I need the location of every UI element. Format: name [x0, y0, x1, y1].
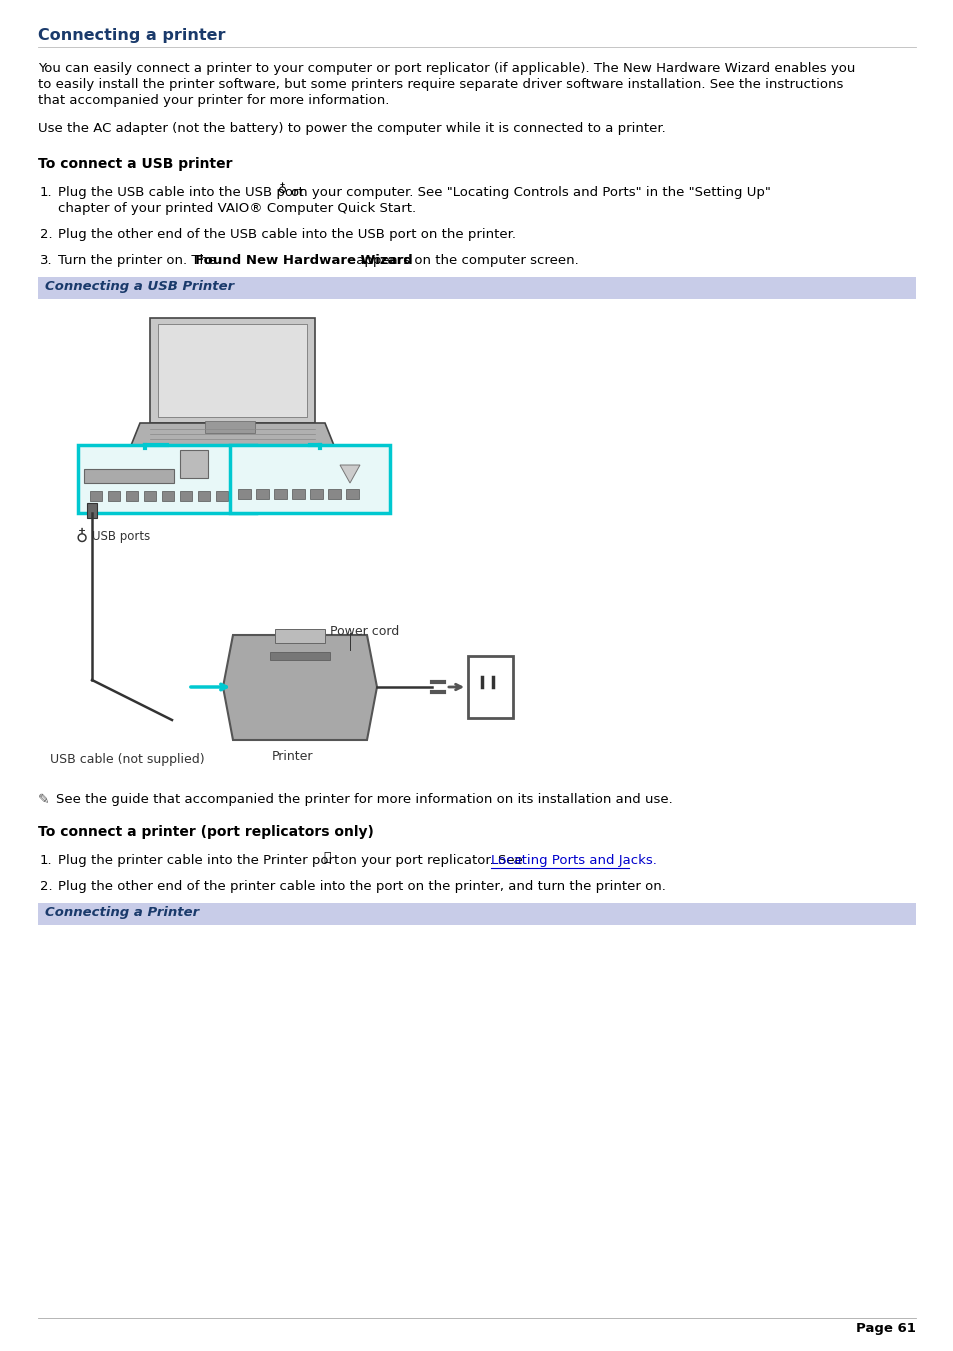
- Bar: [38, 299, 915, 780]
- Bar: [38, 277, 915, 299]
- Bar: [38, 902, 915, 925]
- Text: Connecting a printer: Connecting a printer: [38, 28, 225, 43]
- Text: USB cable (not supplied): USB cable (not supplied): [50, 753, 204, 766]
- Bar: [274, 489, 287, 499]
- Bar: [180, 450, 208, 478]
- Bar: [180, 490, 192, 501]
- Text: 1.: 1.: [40, 854, 52, 867]
- Text: Locating Ports and Jacks.: Locating Ports and Jacks.: [491, 854, 657, 867]
- Text: ✎: ✎: [38, 793, 50, 807]
- Text: 1.: 1.: [40, 186, 52, 199]
- Bar: [468, 657, 513, 717]
- Text: that accompanied your printer for more information.: that accompanied your printer for more i…: [38, 95, 389, 107]
- Text: on your computer. See "Locating Controls and Ports" in the "Setting Up": on your computer. See "Locating Controls…: [291, 186, 770, 199]
- Polygon shape: [130, 423, 335, 449]
- Bar: [108, 490, 120, 501]
- Text: Connecting a USB Printer: Connecting a USB Printer: [45, 280, 233, 293]
- Text: ♁: ♁: [277, 182, 287, 196]
- Bar: [205, 422, 254, 434]
- Text: Plug the USB cable into the USB port: Plug the USB cable into the USB port: [58, 186, 303, 199]
- Text: ⎙: ⎙: [323, 851, 330, 865]
- Text: USB ports: USB ports: [91, 530, 150, 543]
- Text: chapter of your printed VAIO® Computer Quick Start.: chapter of your printed VAIO® Computer Q…: [58, 203, 416, 215]
- Text: ♁: ♁: [76, 528, 88, 546]
- Text: To connect a printer (port replicators only): To connect a printer (port replicators o…: [38, 825, 374, 839]
- Polygon shape: [223, 635, 376, 740]
- Bar: [84, 469, 173, 484]
- Bar: [78, 444, 255, 513]
- Text: Use the AC adapter (not the battery) to power the computer while it is connected: Use the AC adapter (not the battery) to …: [38, 122, 665, 135]
- Bar: [90, 490, 102, 501]
- Text: Plug the printer cable into the Printer port: Plug the printer cable into the Printer …: [58, 854, 339, 867]
- Text: 3.: 3.: [40, 254, 52, 267]
- Bar: [126, 490, 138, 501]
- Text: on your port replicator. See: on your port replicator. See: [335, 854, 527, 867]
- Text: Printer: Printer: [272, 750, 314, 763]
- Bar: [144, 490, 156, 501]
- Polygon shape: [150, 317, 314, 423]
- Text: Turn the printer on. The: Turn the printer on. The: [58, 254, 220, 267]
- Bar: [87, 503, 97, 517]
- Bar: [292, 489, 305, 499]
- Bar: [215, 490, 228, 501]
- Bar: [162, 490, 173, 501]
- Text: Power cord: Power cord: [330, 626, 399, 638]
- Text: 2.: 2.: [40, 880, 52, 893]
- Polygon shape: [339, 465, 359, 484]
- Bar: [198, 490, 210, 501]
- Text: You can easily connect a printer to your computer or port replicator (if applica: You can easily connect a printer to your…: [38, 62, 855, 76]
- Bar: [237, 489, 251, 499]
- Polygon shape: [158, 324, 307, 417]
- Bar: [255, 489, 269, 499]
- Text: To connect a USB printer: To connect a USB printer: [38, 157, 233, 172]
- Text: See the guide that accompanied the printer for more information on its installat: See the guide that accompanied the print…: [56, 793, 672, 807]
- Text: Page 61: Page 61: [855, 1323, 915, 1335]
- Bar: [328, 489, 340, 499]
- Text: to easily install the printer software, but some printers require separate drive: to easily install the printer software, …: [38, 78, 842, 91]
- Bar: [346, 489, 358, 499]
- Bar: [230, 444, 390, 513]
- Bar: [270, 653, 330, 661]
- Text: 2.: 2.: [40, 228, 52, 240]
- Bar: [310, 489, 323, 499]
- Text: Connecting a Printer: Connecting a Printer: [45, 907, 199, 919]
- Text: Plug the other end of the printer cable into the port on the printer, and turn t: Plug the other end of the printer cable …: [58, 880, 665, 893]
- Bar: [274, 630, 325, 643]
- Text: Plug the other end of the USB cable into the USB port on the printer.: Plug the other end of the USB cable into…: [58, 228, 516, 240]
- Text: Found New Hardware Wizard: Found New Hardware Wizard: [194, 254, 413, 267]
- Text: appears on the computer screen.: appears on the computer screen.: [352, 254, 578, 267]
